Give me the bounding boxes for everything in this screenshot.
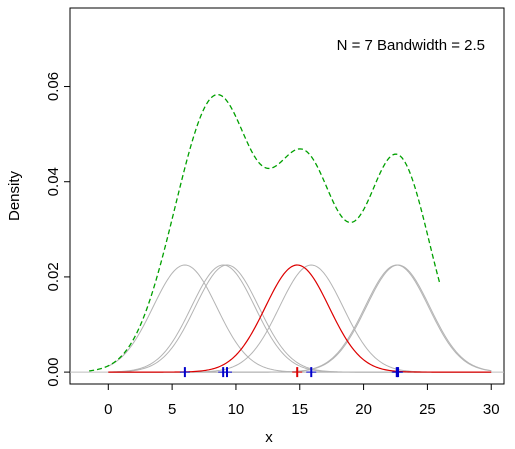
y-tick-label-2: 0.04: [45, 167, 62, 196]
y-tick-label-3: 0.06: [45, 72, 62, 101]
x-tick-label-30: 30: [483, 401, 500, 418]
x-tick-label-15: 15: [291, 401, 308, 418]
x-tick-label-20: 20: [355, 401, 372, 418]
n-bandwidth-annotation: N = 7 Bandwidth = 2.5: [337, 37, 485, 54]
rug-marks: [179, 367, 404, 378]
density-curve: [89, 93, 441, 372]
observation-mark-6: [393, 367, 404, 378]
observation-mark-0: [179, 367, 190, 378]
x-tick-label-10: 10: [228, 401, 245, 418]
y-tick-label-1: 0.02: [45, 262, 62, 291]
x-tick-label-25: 25: [419, 401, 436, 418]
x-axis-label: x: [265, 429, 273, 446]
plot-frame: [69, 7, 505, 385]
observation-mark-2: [222, 367, 233, 378]
x-tick-label-0: 0: [104, 401, 112, 418]
highlighted-observation-mark: [292, 367, 303, 378]
highlighted-kernel-curve: [108, 264, 492, 373]
kernel-curve-5: [108, 264, 492, 373]
x-tick-label-5: 5: [168, 401, 176, 418]
y-tick-label-0: 0.00: [45, 357, 62, 386]
curves: [70, 93, 504, 373]
y-axis-label: Density: [6, 170, 23, 221]
axes: 0 5 10 15 20 25 30 0.00 0.02 0.04 0.06: [45, 72, 500, 418]
observation-mark-4: [306, 367, 317, 378]
